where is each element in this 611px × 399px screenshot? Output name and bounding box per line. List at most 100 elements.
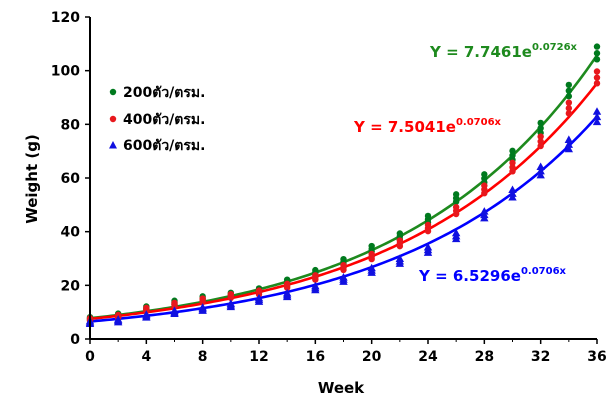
data-point xyxy=(593,68,601,75)
legend-label: 200ตัว/ตรม. xyxy=(123,85,205,101)
x-tick-label: 28 xyxy=(475,349,494,365)
data-point xyxy=(368,250,375,258)
data-point xyxy=(480,207,489,215)
data-point xyxy=(565,99,573,106)
x-ticks: 0 4 8 12 16 20 24 28 32 36 xyxy=(85,339,607,365)
equation-base: Y = 7.5041e xyxy=(353,118,456,136)
data-point xyxy=(311,281,320,290)
data-point xyxy=(593,74,601,81)
x-tick-label: 16 xyxy=(306,349,325,365)
data-point xyxy=(481,171,488,178)
data-point xyxy=(509,159,516,167)
data-point xyxy=(537,142,544,150)
legend: 200ตัว/ตรม. 400ตัว/ตรม. 600ตัว/ตรม. xyxy=(109,85,205,154)
data-point xyxy=(508,189,517,197)
data-point xyxy=(312,266,319,274)
data-point xyxy=(565,110,573,117)
data-point xyxy=(593,50,601,57)
data-point xyxy=(593,80,601,87)
data-point xyxy=(452,191,460,198)
data-point xyxy=(564,135,574,143)
data-point xyxy=(564,140,574,148)
data-point xyxy=(340,261,347,269)
data-point xyxy=(509,152,516,159)
data-point xyxy=(254,293,264,302)
data-point xyxy=(395,254,405,262)
data-points xyxy=(85,43,602,327)
x-tick-label: 0 xyxy=(85,349,95,365)
data-point xyxy=(452,203,460,211)
data-point xyxy=(339,273,348,281)
data-point xyxy=(142,310,151,318)
data-point xyxy=(537,119,544,127)
legend-label: 400ตัว/ตรม. xyxy=(123,112,205,128)
trendline-equation: Y = 6.5296e0.0706x xyxy=(418,266,567,285)
data-point xyxy=(199,295,206,302)
axes xyxy=(89,17,597,340)
data-point xyxy=(283,280,291,287)
y-tick-label: 100 xyxy=(51,64,80,80)
data-point xyxy=(198,303,207,311)
y-tick-label: 40 xyxy=(61,225,81,241)
data-point xyxy=(536,162,545,171)
data-point xyxy=(536,166,545,175)
x-tick-label: 8 xyxy=(198,349,208,365)
data-point xyxy=(593,56,601,63)
y-axis-title: Weight (g) xyxy=(23,134,41,224)
data-point xyxy=(340,255,347,263)
data-point xyxy=(481,182,488,189)
data-point xyxy=(537,133,544,140)
data-point xyxy=(282,288,292,297)
equation-base: Y = 6.5296e xyxy=(418,267,521,285)
data-point xyxy=(593,43,601,50)
data-point xyxy=(565,105,573,112)
x-tick-label: 20 xyxy=(362,349,382,365)
data-point xyxy=(227,290,235,298)
legend-marker xyxy=(109,141,117,149)
data-point xyxy=(565,87,573,94)
equation-exponent: 0.0706x xyxy=(456,117,502,128)
y-tick-label: 20 xyxy=(61,278,81,294)
data-point xyxy=(424,212,432,220)
data-point xyxy=(255,287,263,294)
data-point xyxy=(564,144,574,153)
data-point xyxy=(114,311,122,319)
data-point xyxy=(424,221,432,229)
data-point xyxy=(113,315,123,323)
equation-base: Y = 7.7461e xyxy=(429,43,532,61)
data-point xyxy=(143,304,150,312)
x-tick-label: 36 xyxy=(587,349,606,365)
trendline-equation: Y = 7.5041e0.0706x xyxy=(353,117,502,136)
legend-marker xyxy=(109,88,117,96)
data-point xyxy=(423,242,433,251)
data-point xyxy=(396,230,404,237)
y-ticks: 0 20 40 60 80 100 120 xyxy=(51,10,90,348)
data-point xyxy=(592,112,602,121)
x-tick-label: 12 xyxy=(249,349,268,365)
data-point xyxy=(508,185,517,194)
equation-exponent: 0.0706x xyxy=(521,266,567,277)
data-point xyxy=(509,164,516,171)
y-tick-label: 120 xyxy=(51,10,80,26)
data-point xyxy=(368,242,375,250)
trendline-equation: Y = 7.7461e0.0726x xyxy=(429,42,578,61)
equation-exponent: 0.0726x xyxy=(532,42,578,53)
data-point xyxy=(396,237,404,244)
x-tick-label: 4 xyxy=(141,349,151,365)
data-point xyxy=(451,228,461,237)
data-point xyxy=(226,299,236,307)
x-tick-label: 24 xyxy=(418,349,438,365)
data-point xyxy=(171,299,178,307)
data-point xyxy=(367,263,376,272)
data-point xyxy=(536,170,545,179)
data-point xyxy=(170,306,179,314)
x-axis-title: Week xyxy=(318,379,365,397)
data-point xyxy=(537,124,544,132)
data-point xyxy=(509,147,516,155)
data-point xyxy=(592,107,602,115)
legend-label: 600ตัว/ตรม. xyxy=(123,138,205,154)
x-tick-label: 32 xyxy=(531,349,550,365)
data-point xyxy=(312,272,319,279)
